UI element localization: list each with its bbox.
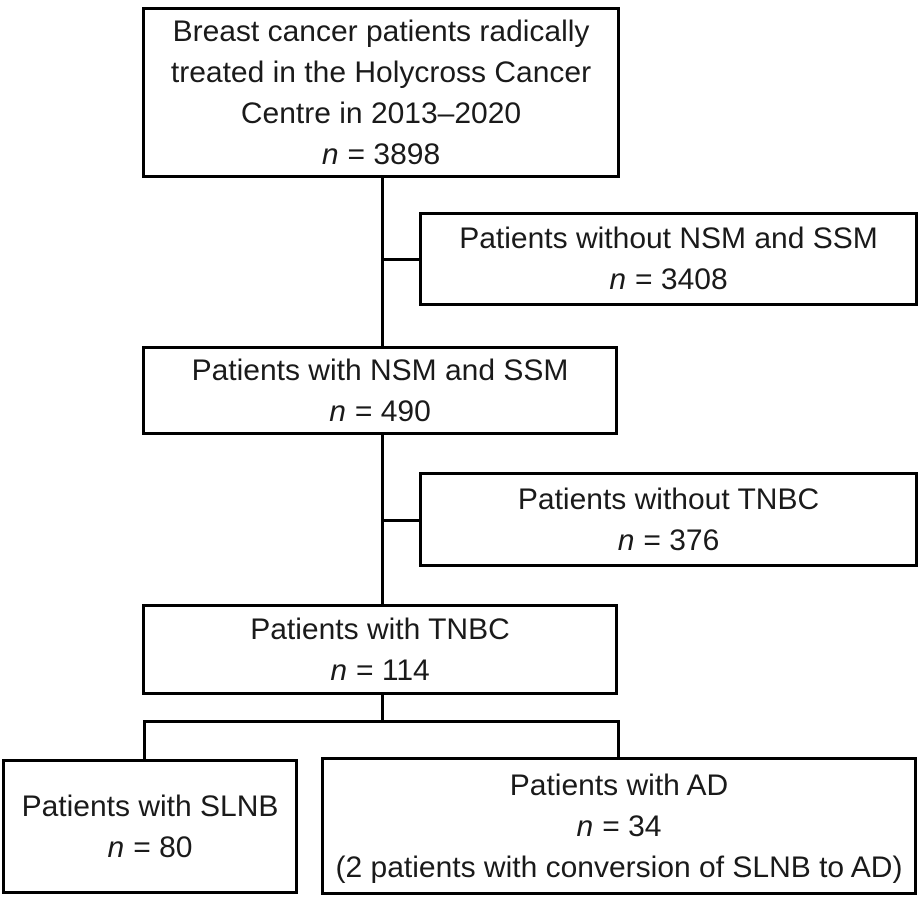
flow-box-total-patients: Breast cancer patients radically treated… bbox=[142, 7, 620, 178]
n-symbol: n bbox=[609, 263, 627, 296]
box-text-line: Patients with SLNB bbox=[21, 789, 279, 823]
n-value: = 490 bbox=[354, 394, 431, 428]
connector-split-horizontal bbox=[143, 720, 620, 723]
box-text-line: Patients with AD bbox=[509, 768, 729, 802]
sample-size-line: n = 490 bbox=[329, 391, 431, 432]
flow-box-without-tnbc: Patients without TNBC n = 376 bbox=[419, 472, 918, 567]
sample-size-line: n = 114 bbox=[330, 650, 429, 691]
sample-size-line: n = 3408 bbox=[609, 259, 727, 300]
n-symbol: n bbox=[321, 137, 339, 171]
n-symbol: n bbox=[576, 809, 594, 843]
n-symbol: n bbox=[330, 653, 347, 687]
n-value: = 114 bbox=[356, 653, 430, 687]
box-text-line: Patients without TNBC bbox=[517, 482, 820, 516]
connector-branch-without-tnbc bbox=[384, 519, 420, 522]
flow-box-with-ad: Patients with AD n = 34 (2 patients with … bbox=[321, 757, 917, 895]
box-note-line: (2 patients with conversion of SLNB to A… bbox=[335, 850, 903, 884]
n-value: = 34 bbox=[602, 809, 662, 843]
sample-size-line: n = 3898 bbox=[322, 134, 440, 175]
n-symbol: n bbox=[329, 394, 346, 428]
box-text-line: Breast cancer patients radically bbox=[172, 14, 590, 48]
sample-size-line: n = 80 bbox=[108, 827, 193, 868]
flow-box-without-nsm-ssm: Patients without NSM and SSM n = 3408 bbox=[419, 212, 918, 306]
n-value: = 3898 bbox=[347, 137, 441, 171]
connector-nsm-ssm-to-tnbc bbox=[381, 434, 384, 605]
sample-size-line: n = 34 bbox=[577, 806, 662, 847]
connector-total-to-nsm-ssm bbox=[381, 177, 384, 347]
n-symbol: n bbox=[617, 523, 635, 557]
n-value: = 3408 bbox=[635, 263, 728, 296]
connector-branch-without-nsm-ssm bbox=[384, 258, 420, 261]
sample-size-line: n = 376 bbox=[618, 520, 720, 561]
box-text-line: treated in the Holycross Cancer bbox=[170, 55, 592, 89]
flow-box-with-slnb: Patients with SLNB n = 80 bbox=[2, 759, 298, 894]
box-text-line: Patients without NSM and SSM bbox=[459, 222, 878, 255]
box-text-line: Patients with TNBC bbox=[250, 612, 510, 646]
flow-box-with-tnbc: Patients with TNBC n = 114 bbox=[142, 604, 618, 695]
connector-tnbc-split-stub bbox=[381, 694, 384, 723]
box-text-line: Centre in 2013–2020 bbox=[240, 96, 522, 130]
n-symbol: n bbox=[107, 830, 125, 864]
connector-split-to-slnb bbox=[143, 722, 146, 760]
connector-split-to-ad bbox=[617, 722, 620, 758]
flow-box-with-nsm-ssm: Patients with NSM and SSM n = 490 bbox=[142, 346, 618, 435]
n-value: = 80 bbox=[133, 830, 193, 864]
n-value: = 376 bbox=[643, 523, 720, 557]
box-text-line: Patients with NSM and SSM bbox=[191, 353, 569, 387]
